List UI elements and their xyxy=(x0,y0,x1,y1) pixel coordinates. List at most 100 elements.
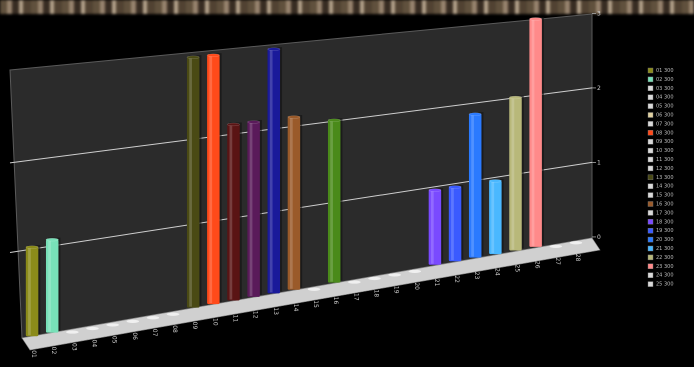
legend-label: 08 300 xyxy=(656,130,674,136)
bar-cap xyxy=(206,53,220,57)
x-tick-label: 09 xyxy=(191,322,198,330)
bar-cap xyxy=(529,17,543,21)
legend-label: 01 300 xyxy=(656,68,674,74)
bar-body xyxy=(529,19,542,247)
legend-swatch xyxy=(647,130,654,136)
legend-label: 04 300 xyxy=(656,95,674,101)
legend-swatch xyxy=(647,121,654,127)
legend-label: 22 300 xyxy=(656,255,674,261)
legend-item: 03 300 xyxy=(647,85,674,92)
legend-label: 19 300 xyxy=(656,228,674,234)
legend-label: 23 300 xyxy=(656,264,674,270)
bar-cap xyxy=(247,120,261,124)
legend-swatch xyxy=(647,138,654,145)
bar-highlight xyxy=(430,191,434,264)
x-tick-label: 15 xyxy=(312,300,319,308)
legend-label: 21 300 xyxy=(656,246,674,252)
x-tick-label: 16 xyxy=(332,297,339,305)
bar-body xyxy=(327,120,341,283)
legend: 01 300 02 300 03 300 04 300 05 300 06 300 07 3… xyxy=(647,67,674,288)
bar-base xyxy=(569,241,583,245)
bar-base xyxy=(348,280,361,284)
legend-item: 06 300 xyxy=(647,112,674,119)
legend-label: 25 300 xyxy=(656,282,674,288)
legend-item: 02 300 xyxy=(647,76,674,83)
bar-base xyxy=(307,287,321,291)
bar-cap xyxy=(227,122,240,127)
legend-swatch xyxy=(647,219,654,225)
legend-item: 24 300 xyxy=(647,272,674,279)
legend-label: 02 300 xyxy=(656,77,674,83)
legend-label: 13 300 xyxy=(656,175,674,181)
legend-item: 04 300 xyxy=(647,94,674,101)
bar-cap xyxy=(428,188,442,192)
x-tick-label: 01 xyxy=(30,350,37,358)
bar-body xyxy=(45,239,59,333)
bar-19 xyxy=(388,273,401,277)
bar-11 xyxy=(227,122,242,301)
bar-highlight xyxy=(269,50,273,293)
legend-swatch xyxy=(647,85,654,92)
bar-base xyxy=(86,326,99,331)
bar-cap xyxy=(267,47,281,51)
bar-body xyxy=(247,121,260,297)
bar-series xyxy=(25,17,583,337)
legend-item: 12 300 xyxy=(647,165,674,172)
background-photo-strip xyxy=(0,0,694,14)
x-tick-label: 22 xyxy=(453,275,460,283)
bar-16 xyxy=(327,118,343,283)
bar-03 xyxy=(66,330,79,334)
legend-label: 10 300 xyxy=(656,148,674,154)
bar-base xyxy=(106,323,119,327)
legend-swatch xyxy=(647,165,654,172)
bar-cap xyxy=(186,55,200,59)
legend-item: 20 300 xyxy=(647,236,674,243)
legend-swatch xyxy=(647,227,654,234)
bar-27 xyxy=(549,244,563,248)
bar-28 xyxy=(569,241,583,245)
bar-highlight xyxy=(229,125,233,300)
bar-07 xyxy=(146,316,160,320)
x-tick-label: 11 xyxy=(232,315,239,323)
legend-swatch xyxy=(647,201,654,207)
x-tick-label: 02 xyxy=(50,347,57,355)
bar-base xyxy=(388,273,401,277)
bar-cap xyxy=(488,179,502,183)
bar-23 xyxy=(468,112,484,258)
bar-base xyxy=(549,244,563,248)
bar-body xyxy=(468,114,482,258)
bar-highlight xyxy=(189,58,192,307)
legend-label: 16 300 xyxy=(656,202,674,208)
x-tick-label: 21 xyxy=(433,279,440,287)
bar-body xyxy=(207,55,220,305)
legend-item: 18 300 xyxy=(647,219,674,225)
legend-swatch xyxy=(647,236,654,243)
chart-floor xyxy=(21,237,601,351)
legend-label: 12 300 xyxy=(656,166,674,172)
legend-label: 11 300 xyxy=(656,157,674,163)
legend-item: 11 300 xyxy=(647,156,674,163)
legend-item: 07 300 xyxy=(647,121,674,127)
legend-item: 01 300 xyxy=(647,67,674,74)
x-tick-label: 26 xyxy=(534,261,541,269)
legend-swatch xyxy=(647,67,654,74)
x-tick-label: 04 xyxy=(91,340,98,348)
bar-highlight xyxy=(48,240,51,332)
x-tick-label: 20 xyxy=(413,282,420,290)
bar-highlight xyxy=(491,181,495,254)
legend-item: 25 300 xyxy=(647,281,674,288)
bar-cap xyxy=(468,112,482,116)
bar-body xyxy=(267,49,281,294)
bar-cap xyxy=(287,115,301,119)
bar-26 xyxy=(529,17,544,247)
x-tick-label: 07 xyxy=(151,329,158,337)
x-tick-label: 13 xyxy=(272,307,279,315)
bar-14 xyxy=(287,115,303,290)
legend-label: 09 300 xyxy=(656,139,674,145)
bar-02 xyxy=(45,237,61,333)
x-tick-label: 28 xyxy=(574,254,581,262)
legend-item: 13 300 xyxy=(647,174,674,181)
legend-label: 14 300 xyxy=(656,184,674,190)
legend-item: 08 300 xyxy=(647,130,674,136)
